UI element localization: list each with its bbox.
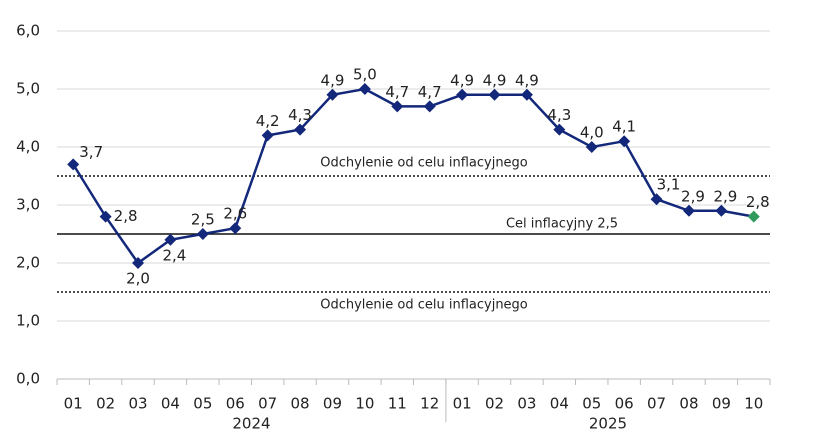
group-label: 2025 bbox=[589, 415, 627, 433]
data-label: 4,9 bbox=[321, 71, 345, 89]
data-label: 4,0 bbox=[580, 124, 604, 142]
marker bbox=[553, 123, 566, 136]
marker bbox=[423, 100, 436, 113]
data-label: 4,7 bbox=[418, 83, 442, 101]
y-tick-label: 3,0 bbox=[16, 196, 40, 214]
marker bbox=[585, 141, 598, 153]
x-tick-label: 08 bbox=[679, 395, 698, 413]
data-label: 2,8 bbox=[114, 207, 138, 225]
data-label: 2,5 bbox=[191, 211, 215, 229]
data-label: 3,1 bbox=[657, 176, 681, 194]
marker bbox=[391, 100, 404, 113]
data-label: 2,6 bbox=[223, 205, 247, 223]
x-tick-label: 05 bbox=[582, 395, 601, 413]
x-tick-label: 10 bbox=[355, 395, 374, 413]
x-tick-label: 06 bbox=[226, 395, 245, 413]
marker bbox=[261, 129, 274, 142]
x-tick-label: 09 bbox=[712, 395, 731, 413]
x-tick-label: 03 bbox=[128, 395, 147, 413]
data-label: 4,9 bbox=[450, 71, 474, 89]
marker bbox=[164, 233, 177, 246]
x-tick-label: 11 bbox=[388, 395, 407, 413]
x-tick-label: 08 bbox=[291, 395, 310, 413]
data-label: 2,9 bbox=[681, 187, 705, 205]
data-label: 5,0 bbox=[353, 66, 377, 84]
y-tick-label: 5,0 bbox=[16, 80, 40, 98]
x-tick-label: 07 bbox=[258, 395, 277, 413]
y-tick-label: 2,0 bbox=[16, 254, 40, 272]
marker bbox=[326, 88, 339, 101]
marker bbox=[682, 204, 695, 217]
x-tick-label: 01 bbox=[64, 395, 83, 413]
marker bbox=[456, 88, 469, 101]
data-label: 2,9 bbox=[713, 187, 737, 205]
data-label: 4,2 bbox=[256, 112, 280, 130]
group-label: 2024 bbox=[232, 415, 270, 433]
x-tick-label: 03 bbox=[517, 395, 536, 413]
x-tick-label: 04 bbox=[550, 395, 569, 413]
y-tick-label: 6,0 bbox=[16, 22, 40, 40]
marker bbox=[650, 193, 663, 206]
marker bbox=[715, 204, 728, 217]
marker bbox=[229, 222, 242, 235]
x-tick-label: 06 bbox=[615, 395, 634, 413]
data-label: 2,8 bbox=[746, 193, 770, 211]
marker bbox=[196, 228, 209, 240]
y-tick-label: 4,0 bbox=[16, 138, 40, 156]
data-label: 4,3 bbox=[547, 106, 571, 124]
data-label: 4,3 bbox=[288, 106, 312, 124]
x-tick-label: 10 bbox=[744, 395, 763, 413]
marker bbox=[488, 88, 501, 101]
marker bbox=[294, 123, 307, 136]
x-tick-label: 01 bbox=[453, 395, 472, 413]
data-label: 4,9 bbox=[515, 71, 539, 89]
x-tick-label: 07 bbox=[647, 395, 666, 413]
y-tick-label: 1,0 bbox=[16, 312, 40, 330]
y-tick-label: 0,0 bbox=[16, 370, 40, 388]
marker bbox=[99, 210, 112, 223]
reference-label: Odchylenie od celu inflacyjnego bbox=[320, 156, 528, 171]
line bbox=[72, 87, 755, 265]
x-tick-label: 02 bbox=[485, 395, 504, 413]
x-tick-label: 12 bbox=[420, 395, 439, 413]
marker bbox=[132, 257, 145, 269]
data-label: 3,7 bbox=[79, 143, 103, 161]
data-label: 2,0 bbox=[126, 270, 150, 288]
x-tick-label: 09 bbox=[323, 395, 342, 413]
marker bbox=[358, 83, 371, 95]
marker bbox=[520, 88, 533, 101]
reference-label: Cel inflacyjny 2,5 bbox=[506, 217, 618, 232]
marker bbox=[67, 158, 80, 171]
marker bbox=[747, 210, 760, 223]
x-tick-label: 02 bbox=[96, 395, 115, 413]
marker bbox=[618, 135, 631, 148]
x-tick-label: 05 bbox=[193, 395, 212, 413]
data-label: 2,4 bbox=[163, 246, 187, 264]
data-label: 4,1 bbox=[612, 118, 636, 136]
data-label: 4,9 bbox=[483, 71, 507, 89]
x-tick-label: 04 bbox=[161, 395, 180, 413]
data-label: 4,7 bbox=[385, 83, 409, 101]
reference-label: Odchylenie od celu inflacyjnego bbox=[320, 298, 528, 313]
